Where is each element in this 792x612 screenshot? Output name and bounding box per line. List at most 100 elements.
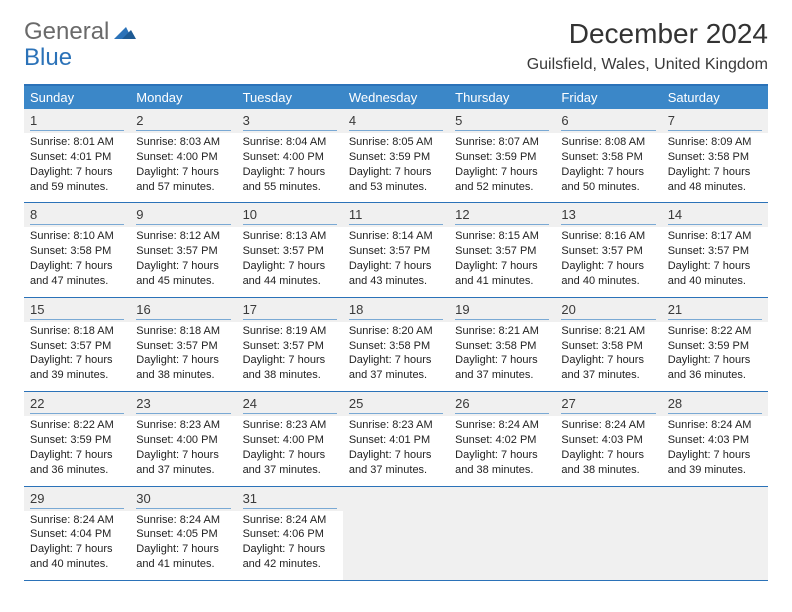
sunset: Sunset: 4:05 PM [136, 527, 230, 542]
day-number: 23 [136, 396, 230, 414]
day-number: 13 [561, 207, 655, 225]
cell-text: Sunrise: 8:24 AMSunset: 4:06 PMDaylight:… [237, 511, 343, 580]
sunset: Sunset: 3:58 PM [30, 244, 124, 259]
daylight: Daylight: 7 hours and 37 minutes. [136, 448, 230, 478]
sunset: Sunset: 3:58 PM [561, 150, 655, 165]
sunrise: Sunrise: 8:23 AM [349, 418, 443, 433]
sunset: Sunset: 3:58 PM [561, 339, 655, 354]
day-number: 22 [30, 396, 124, 414]
week-row: 22Sunrise: 8:22 AMSunset: 3:59 PMDayligh… [24, 392, 768, 486]
calendar-cell [449, 487, 555, 580]
daylight: Daylight: 7 hours and 39 minutes. [30, 353, 124, 383]
daylight: Daylight: 7 hours and 38 minutes. [136, 353, 230, 383]
cell-text: Sunrise: 8:24 AMSunset: 4:03 PMDaylight:… [555, 416, 661, 485]
sunset: Sunset: 4:00 PM [243, 150, 337, 165]
sunrise: Sunrise: 8:20 AM [349, 324, 443, 339]
weeks-container: 1Sunrise: 8:01 AMSunset: 4:01 PMDaylight… [24, 109, 768, 581]
calendar-cell: 20Sunrise: 8:21 AMSunset: 3:58 PMDayligh… [555, 298, 661, 391]
calendar-cell [555, 487, 661, 580]
day-number: 30 [136, 491, 230, 509]
sunrise: Sunrise: 8:19 AM [243, 324, 337, 339]
sunset: Sunset: 3:57 PM [561, 244, 655, 259]
calendar-cell: 24Sunrise: 8:23 AMSunset: 4:00 PMDayligh… [237, 392, 343, 485]
calendar-cell: 28Sunrise: 8:24 AMSunset: 4:03 PMDayligh… [662, 392, 768, 485]
sunset: Sunset: 3:58 PM [455, 339, 549, 354]
sunset: Sunset: 3:59 PM [349, 150, 443, 165]
calendar-cell: 11Sunrise: 8:14 AMSunset: 3:57 PMDayligh… [343, 203, 449, 296]
day-number: 21 [668, 302, 762, 320]
cell-text: Sunrise: 8:21 AMSunset: 3:58 PMDaylight:… [555, 322, 661, 391]
calendar-cell: 3Sunrise: 8:04 AMSunset: 4:00 PMDaylight… [237, 109, 343, 202]
sunset: Sunset: 4:03 PM [561, 433, 655, 448]
day-number: 3 [243, 113, 337, 131]
day-number: 15 [30, 302, 124, 320]
daylight: Daylight: 7 hours and 52 minutes. [455, 165, 549, 195]
calendar-cell: 13 Sunrise: 8:16 AMSunset: 3:57 PMDayligh… [555, 203, 661, 296]
sunrise: Sunrise: 8:24 AM [30, 513, 124, 528]
day-number: 27 [561, 396, 655, 414]
cell-text: Sunrise: 8:09 AMSunset: 3:58 PMDaylight:… [662, 133, 768, 202]
sunrise: Sunrise: 8:10 AM [30, 229, 124, 244]
sunrise: Sunrise: 8:22 AM [668, 324, 762, 339]
cell-text: Sunrise: 8:10 AMSunset: 3:58 PMDaylight:… [24, 227, 130, 296]
day-number: 16 [136, 302, 230, 320]
daylight: Daylight: 7 hours and 42 minutes. [243, 542, 337, 572]
calendar-cell [662, 487, 768, 580]
calendar-cell: 8Sunrise: 8:10 AMSunset: 3:58 PMDaylight… [24, 203, 130, 296]
sunset: Sunset: 3:58 PM [349, 339, 443, 354]
day-number: 5 [455, 113, 549, 131]
cell-text: Sunrise: 8:14 AMSunset: 3:57 PMDaylight:… [343, 227, 449, 296]
day-number: 25 [349, 396, 443, 414]
calendar-cell: 16 Sunrise: 8:18 AMSunset: 3:57 PMDayligh… [130, 298, 236, 391]
sunrise: Sunrise: 8:12 AM [136, 229, 230, 244]
cell-text: Sunrise: 8:08 AMSunset: 3:58 PMDaylight:… [555, 133, 661, 202]
sunrise: Sunrise: 8:14 AM [349, 229, 443, 244]
header: General December 2024 Guilsfield, Wales,… [24, 18, 768, 74]
sunset: Sunset: 4:03 PM [668, 433, 762, 448]
cell-text: Sunrise: 8:16 AMSunset: 3:57 PMDaylight:… [555, 227, 661, 296]
day-number: 17 [243, 302, 337, 320]
daylight: Daylight: 7 hours and 44 minutes. [243, 259, 337, 289]
sunrise: Sunrise: 8:17 AM [668, 229, 762, 244]
day-number: 4 [349, 113, 443, 131]
calendar-cell: 30 Sunrise: 8:24 AMSunset: 4:05 PMDayligh… [130, 487, 236, 580]
sunrise: Sunrise: 8:21 AM [561, 324, 655, 339]
calendar: Sunday Monday Tuesday Wednesday Thursday… [24, 84, 768, 581]
daylight: Daylight: 7 hours and 37 minutes. [349, 353, 443, 383]
day-header-tue: Tuesday [237, 86, 343, 109]
daylight: Daylight: 7 hours and 47 minutes. [30, 259, 124, 289]
calendar-cell: 18Sunrise: 8:20 AMSunset: 3:58 PMDayligh… [343, 298, 449, 391]
sunrise: Sunrise: 8:01 AM [30, 135, 124, 150]
day-number: 12 [455, 207, 549, 225]
sunset: Sunset: 4:01 PM [30, 150, 124, 165]
cell-text: Sunrise: 8:20 AMSunset: 3:58 PMDaylight:… [343, 322, 449, 391]
daylight: Daylight: 7 hours and 43 minutes. [349, 259, 443, 289]
day-header-sun: Sunday [24, 86, 130, 109]
cell-text: Sunrise: 8:07 AMSunset: 3:59 PMDaylight:… [449, 133, 555, 202]
calendar-cell [343, 487, 449, 580]
cell-text: Sunrise: 8:13 AMSunset: 3:57 PMDaylight:… [237, 227, 343, 296]
day-header-wed: Wednesday [343, 86, 449, 109]
sunset: Sunset: 4:00 PM [136, 150, 230, 165]
sunrise: Sunrise: 8:24 AM [668, 418, 762, 433]
cell-text: Sunrise: 8:12 AMSunset: 3:57 PMDaylight:… [130, 227, 236, 296]
calendar-cell: 10Sunrise: 8:13 AMSunset: 3:57 PMDayligh… [237, 203, 343, 296]
daylight: Daylight: 7 hours and 45 minutes. [136, 259, 230, 289]
calendar-cell: 12 Sunrise: 8:15 AMSunset: 3:57 PMDayligh… [449, 203, 555, 296]
day-number: 29 [30, 491, 124, 509]
location: Guilsfield, Wales, United Kingdom [527, 56, 768, 74]
logo-icon [114, 24, 136, 42]
sunset: Sunset: 4:00 PM [243, 433, 337, 448]
calendar-cell: 4Sunrise: 8:05 AMSunset: 3:59 PMDaylight… [343, 109, 449, 202]
day-number: 9 [136, 207, 230, 225]
sunset: Sunset: 3:57 PM [243, 339, 337, 354]
daylight: Daylight: 7 hours and 41 minutes. [136, 542, 230, 572]
sunrise: Sunrise: 8:15 AM [455, 229, 549, 244]
daylight: Daylight: 7 hours and 41 minutes. [455, 259, 549, 289]
sunset: Sunset: 3:59 PM [455, 150, 549, 165]
cell-text: Sunrise: 8:15 AMSunset: 3:57 PMDaylight:… [449, 227, 555, 296]
cell-text: Sunrise: 8:24 AMSunset: 4:05 PMDaylight:… [130, 511, 236, 580]
cell-text: Sunrise: 8:18 AMSunset: 3:57 PMDaylight:… [130, 322, 236, 391]
sunset: Sunset: 3:57 PM [136, 244, 230, 259]
sunset: Sunset: 3:57 PM [30, 339, 124, 354]
